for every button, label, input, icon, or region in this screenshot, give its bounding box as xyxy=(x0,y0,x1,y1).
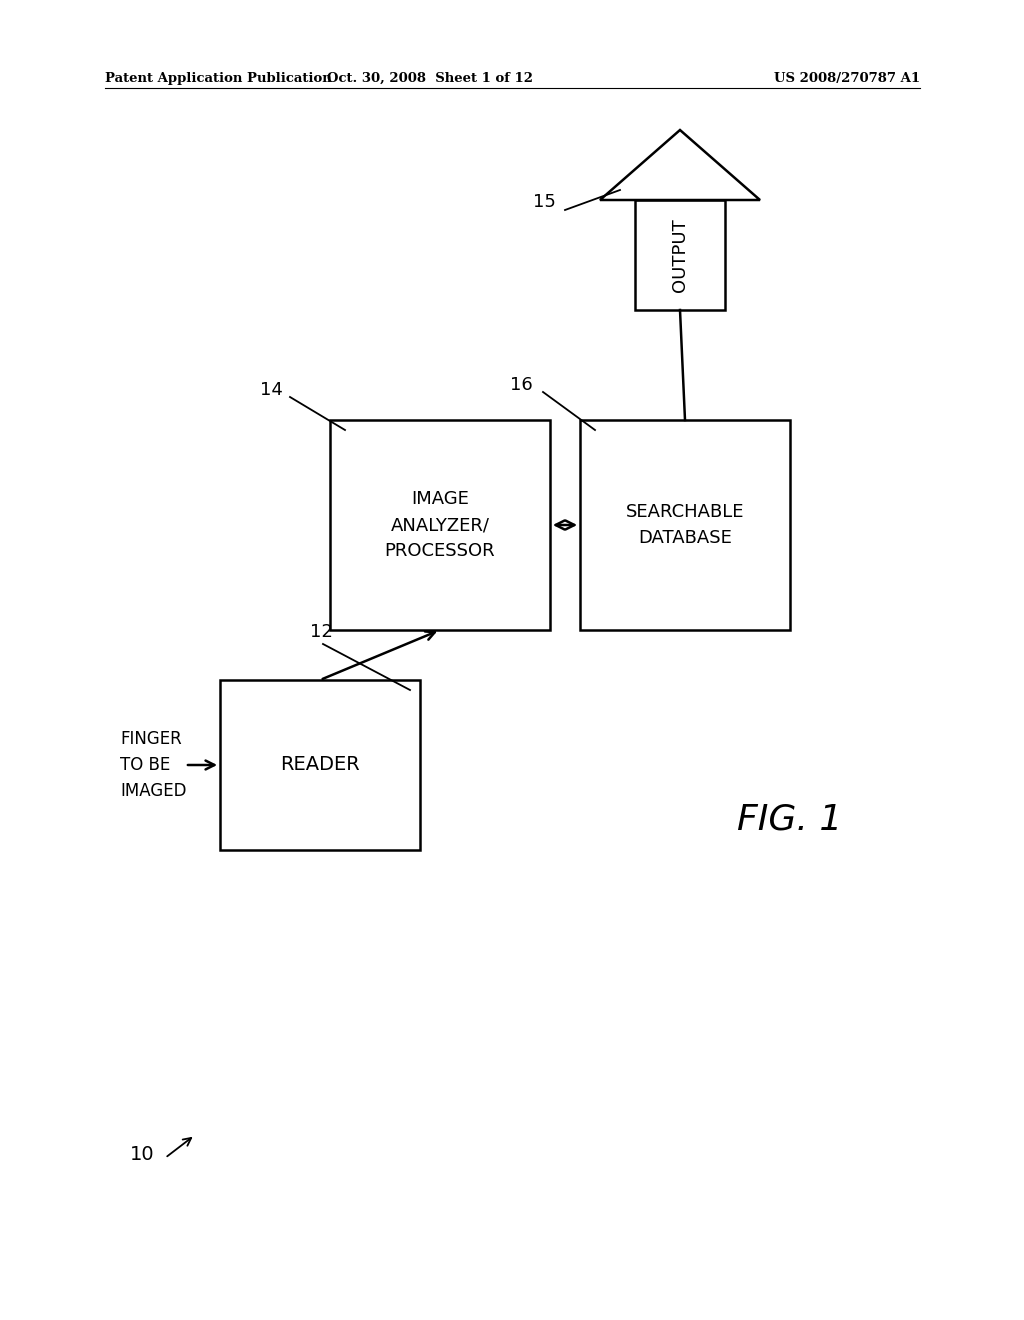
Bar xyxy=(220,680,420,850)
Text: Oct. 30, 2008  Sheet 1 of 12: Oct. 30, 2008 Sheet 1 of 12 xyxy=(327,73,534,84)
Text: SEARCHABLE
DATABASE: SEARCHABLE DATABASE xyxy=(626,503,744,548)
Text: 10: 10 xyxy=(130,1146,155,1164)
Text: Patent Application Publication: Patent Application Publication xyxy=(105,73,332,84)
Polygon shape xyxy=(600,129,760,201)
Text: READER: READER xyxy=(281,755,359,775)
Bar xyxy=(580,420,790,630)
Text: 15: 15 xyxy=(534,193,556,211)
Text: FINGER
TO BE
IMAGED: FINGER TO BE IMAGED xyxy=(120,730,186,800)
Text: US 2008/270787 A1: US 2008/270787 A1 xyxy=(774,73,920,84)
Text: 14: 14 xyxy=(260,381,283,399)
Bar xyxy=(635,201,725,310)
Text: IMAGE
ANALYZER/
PROCESSOR: IMAGE ANALYZER/ PROCESSOR xyxy=(385,490,496,561)
Text: OUTPUT: OUTPUT xyxy=(671,218,689,292)
Text: 16: 16 xyxy=(510,376,534,393)
Text: FIG. 1: FIG. 1 xyxy=(737,803,843,837)
Text: 12: 12 xyxy=(310,623,333,642)
Bar xyxy=(330,420,550,630)
